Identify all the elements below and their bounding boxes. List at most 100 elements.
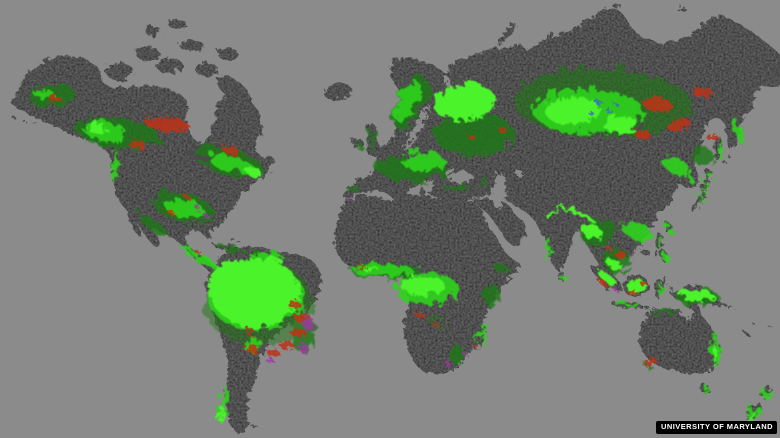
loss-brazil-arc [288, 325, 304, 335]
forest-madagascar-east [476, 317, 482, 343]
forest-congo-bright [398, 273, 442, 293]
forest-guiana-bright [264, 255, 280, 261]
loss-european-russia [466, 133, 474, 137]
australia-landmass [638, 297, 719, 372]
baffin-island [214, 74, 250, 102]
forest-himalaya-arc [543, 206, 594, 222]
loss-west-africa [355, 263, 365, 267]
purple-us-coast [202, 212, 206, 216]
forest-ontario-quebec [204, 150, 252, 170]
forest-european-russia [430, 108, 510, 152]
caspian-sea [488, 171, 504, 205]
forest-sakhalin [713, 136, 719, 156]
forest-cambodia-bright [606, 257, 618, 267]
gulf-of-carpentaria [677, 304, 691, 316]
forest-bc-bright [85, 121, 105, 131]
forest-loss-layer [45, 85, 716, 364]
forest-cuba [214, 243, 242, 249]
forest-west-africa-core [350, 261, 410, 273]
loss-european-russia [495, 126, 505, 130]
loss-argentina-north [264, 346, 276, 354]
island [653, 248, 657, 256]
inland-seas-layer [401, 72, 691, 316]
gain-west-siberia [592, 98, 600, 102]
forest-west-siberia-bright [542, 94, 598, 122]
forest-far-east [686, 144, 710, 160]
great-lake [194, 154, 202, 160]
loss-brazil-south [276, 338, 290, 346]
island [134, 45, 158, 59]
italy-peninsula [398, 182, 407, 202]
loss-borneo [625, 287, 635, 293]
island [726, 304, 732, 308]
gain-west-siberia [585, 108, 591, 112]
bahamas [235, 239, 239, 241]
forest-western-ghats [542, 235, 550, 261]
baltic-sea [401, 102, 427, 148]
forest-ethiopia [490, 259, 504, 267]
loss-brazil-arc [285, 298, 299, 306]
forest-japan-south [694, 193, 702, 203]
forest-central-siberia-bright [600, 113, 636, 131]
loss-angola [413, 310, 423, 314]
purple-uruguay [264, 355, 272, 361]
falkland-islands [249, 422, 255, 426]
kuril-island [720, 159, 724, 161]
forest-mindanao [659, 250, 667, 260]
loss-canada-west [127, 138, 143, 146]
forest-south-china [618, 217, 650, 239]
forest-turkey-coast [439, 181, 471, 187]
loss-bolivia [243, 327, 253, 333]
great-lake [185, 150, 195, 156]
forest-nz-north [759, 384, 769, 396]
aleutian-islands [10, 115, 34, 121]
forest-java [613, 301, 637, 305]
loss-indochina [612, 249, 624, 255]
white-sea [440, 72, 448, 84]
island [216, 46, 236, 58]
eurasia-landmass [342, 6, 780, 289]
forest-central-america [187, 250, 213, 264]
forest-tasmania [699, 384, 707, 390]
island [155, 56, 181, 72]
forest-central-europe [398, 149, 442, 167]
loss-siberia [664, 115, 688, 129]
forest-northeast-india-bright [581, 223, 599, 237]
forest-northeast-china [658, 152, 686, 172]
island [194, 61, 216, 75]
island [178, 38, 202, 50]
kyushu [689, 201, 697, 211]
forest-nz-west-bright [744, 407, 754, 421]
forest-korea [683, 168, 693, 180]
novaya-zemlya [495, 21, 515, 43]
forest-southeast-us-core [162, 196, 202, 216]
persian-gulf [508, 204, 522, 218]
hainan [639, 247, 647, 253]
loss-siberia-northeast [690, 85, 710, 95]
fiji [766, 324, 770, 326]
island [749, 320, 753, 322]
great-lake [201, 156, 211, 162]
loss-us-south [164, 208, 172, 212]
kuril-island [725, 153, 729, 155]
island [667, 284, 671, 288]
forest-hispaniola [247, 245, 257, 251]
purple-mozambique [460, 350, 464, 354]
purple-us-coast [193, 204, 199, 208]
forest-pacific-northwest [107, 146, 115, 178]
forest-caucasus [473, 174, 487, 182]
forest-east-africa [480, 280, 496, 304]
baja-peninsula [125, 208, 140, 235]
gain-west-siberia [603, 106, 609, 110]
purple-south-africa [442, 360, 450, 364]
gain-west-siberia [612, 100, 616, 104]
island [642, 304, 648, 308]
loss-zambia [428, 320, 436, 324]
loss-central-america [193, 248, 199, 252]
credit-badge: UNIVERSITY OF MARYLAND [656, 421, 777, 434]
forest-alaska-core [30, 85, 50, 95]
forest-gain-layer [585, 98, 616, 112]
forest-maritimes-bright [243, 164, 261, 176]
